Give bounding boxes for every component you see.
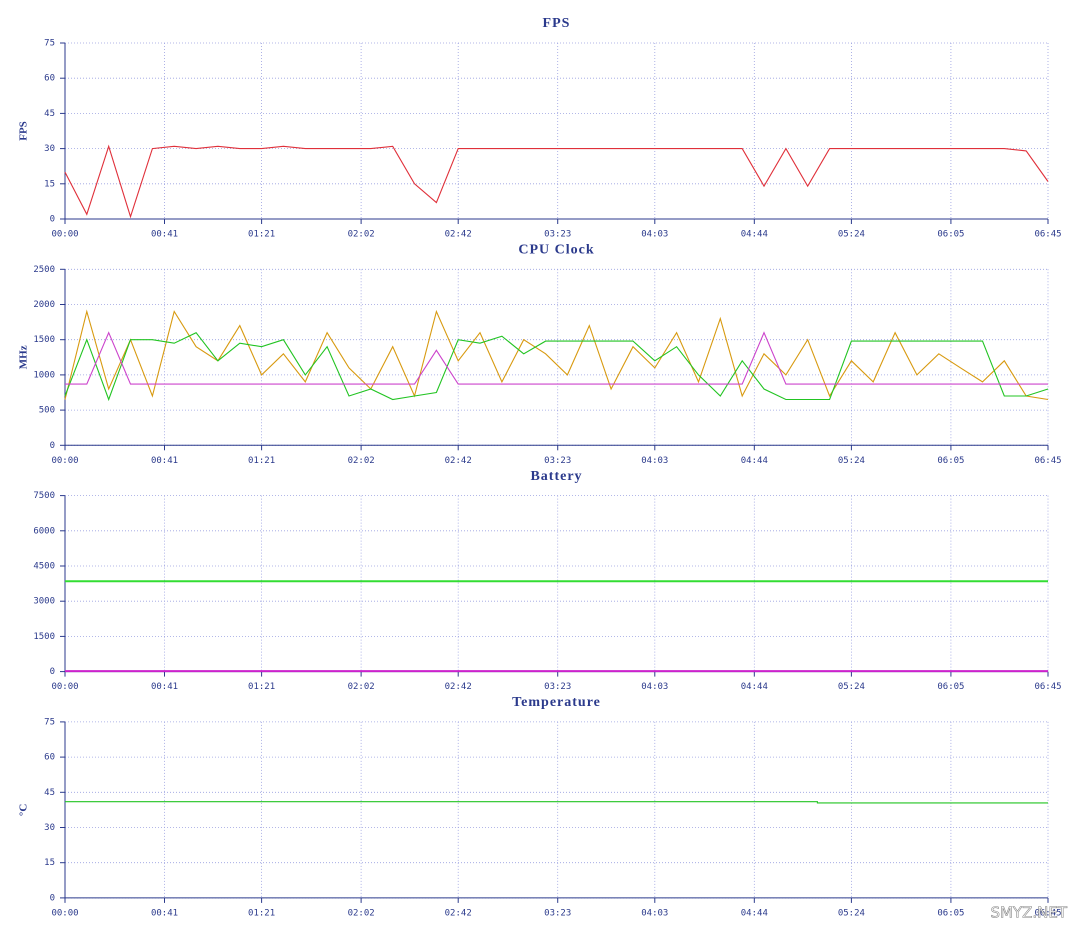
x-tick-label: 06:45 [1034,682,1061,692]
y-tick-label: 0 [50,667,55,677]
y-tick-label: 15 [44,179,55,189]
y-tick-label: 30 [44,823,55,833]
chart-title: CPU Clock [518,243,594,258]
x-tick-label: 06:05 [937,230,964,240]
x-tick-label: 06:05 [937,456,964,466]
x-tick-label: 00:00 [51,908,78,918]
x-tick-label: 03:23 [544,230,571,240]
x-tick-label: 02:42 [445,908,472,918]
y-tick-label: 6000 [33,526,55,536]
x-tick-label: 06:45 [1034,908,1061,918]
x-tick-label: 04:44 [741,230,768,240]
y-tick-label: 3000 [33,597,55,607]
series-line [65,331,1048,385]
chart-title: Temperature [512,695,601,710]
x-tick-label: 00:00 [51,456,78,466]
x-tick-label: 06:05 [937,908,964,918]
y-tick-label: 7500 [33,491,55,501]
x-tick-label: 00:41 [151,682,178,692]
y-tick-label: 60 [44,753,55,763]
x-tick-label: 02:42 [445,230,472,240]
y-tick-label: 15 [44,858,55,868]
x-tick-label: 03:23 [544,456,571,466]
x-tick-label: 02:02 [348,682,375,692]
chart-title: FPS [543,16,571,31]
y-tick-label: 0 [50,441,55,451]
x-tick-label: 01:21 [248,908,275,918]
x-tick-label: 01:21 [248,682,275,692]
y-axis-label: FPS [18,121,30,141]
y-tick-label: 45 [44,109,55,119]
x-tick-label: 00:41 [151,230,178,240]
x-tick-label: 03:23 [544,682,571,692]
y-tick-label: 0 [50,215,55,225]
y-tick-label: 1500 [33,335,55,345]
x-tick-label: 04:44 [741,456,768,466]
x-tick-label: 05:24 [838,230,865,240]
watermark: SMYZ.NET [990,904,1067,922]
chart-title: Battery [530,469,582,484]
x-tick-label: 06:45 [1034,456,1061,466]
x-tick-label: 01:21 [248,456,275,466]
x-tick-label: 04:03 [641,908,668,918]
y-tick-label: 45 [44,788,55,798]
y-tick-label: 30 [44,144,55,154]
series-line [65,801,1048,804]
series-line [64,309,1049,401]
y-axis-label: MHz [18,345,30,369]
y-tick-label: 0 [50,893,55,903]
y-axis-label: °C [18,804,30,816]
x-tick-label: 04:03 [641,682,668,692]
x-tick-label: 00:41 [151,908,178,918]
series-line [64,332,1049,402]
x-tick-label: 01:21 [248,230,275,240]
x-tick-label: 05:24 [838,456,865,466]
y-tick-label: 1500 [33,632,55,642]
x-tick-label: 06:05 [937,682,964,692]
y-tick-label: 75 [44,717,55,727]
x-tick-label: 04:03 [641,230,668,240]
y-tick-label: 500 [39,406,55,416]
y-tick-label: 2000 [33,300,55,310]
y-tick-label: 4500 [33,562,55,572]
y-tick-label: 1000 [33,370,55,380]
x-tick-label: 03:23 [544,908,571,918]
x-tick-label: 04:44 [741,908,768,918]
x-tick-label: 02:02 [348,230,375,240]
x-tick-label: 06:45 [1034,230,1061,240]
x-tick-label: 00:00 [51,230,78,240]
x-tick-label: 02:42 [445,682,472,692]
x-tick-label: 00:41 [151,456,178,466]
y-tick-label: 75 [44,39,55,49]
x-tick-label: 00:00 [51,682,78,692]
x-tick-label: 05:24 [838,908,865,918]
x-tick-label: 02:02 [348,456,375,466]
y-tick-label: 2500 [33,265,55,275]
x-tick-label: 04:44 [741,682,768,692]
y-tick-label: 60 [44,74,55,84]
series-line [64,144,1049,219]
x-tick-label: 05:24 [838,682,865,692]
x-tick-label: 02:42 [445,456,472,466]
x-tick-label: 04:03 [641,456,668,466]
x-tick-label: 02:02 [348,908,375,918]
